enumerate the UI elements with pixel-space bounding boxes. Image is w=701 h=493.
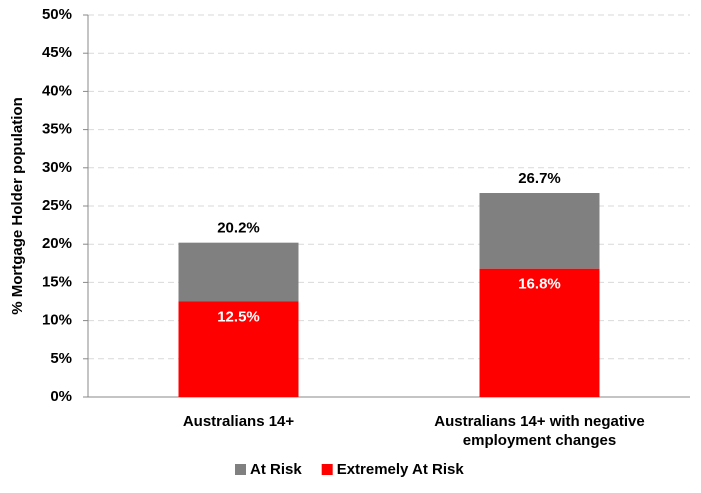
y-tick-label: 50% [42, 6, 72, 23]
legend-label: Extremely At Risk [337, 461, 465, 478]
y-tick-label: 20% [42, 235, 72, 252]
value-label: 12.5% [217, 308, 260, 325]
legend-label: At Risk [250, 461, 302, 478]
bar-segment [178, 242, 299, 302]
y-tick-label: 35% [42, 121, 72, 138]
y-tick-label: 10% [42, 312, 72, 329]
bar-segment [479, 193, 600, 269]
y-tick-label: 45% [42, 44, 72, 61]
y-tick-label: 30% [42, 159, 72, 176]
total-label: 26.7% [518, 170, 561, 187]
y-axis-label: % Mortgage Holder population [9, 97, 26, 315]
y-tick-label: 40% [42, 82, 72, 99]
y-tick-label: 0% [50, 388, 72, 405]
y-tick-label: 25% [42, 197, 72, 214]
x-tick-label: Australians 14+ with negative employment… [434, 413, 645, 449]
bar-segment [178, 301, 299, 397]
y-tick-label: 5% [50, 350, 72, 367]
x-tick-label: Australians 14+ [182, 413, 295, 430]
y-tick-label: 15% [42, 273, 72, 290]
total-label: 20.2% [217, 220, 260, 237]
legend-swatch [321, 464, 333, 475]
legend-swatch [235, 464, 246, 475]
value-label: 16.8% [518, 276, 561, 293]
bar-segment [479, 268, 600, 397]
